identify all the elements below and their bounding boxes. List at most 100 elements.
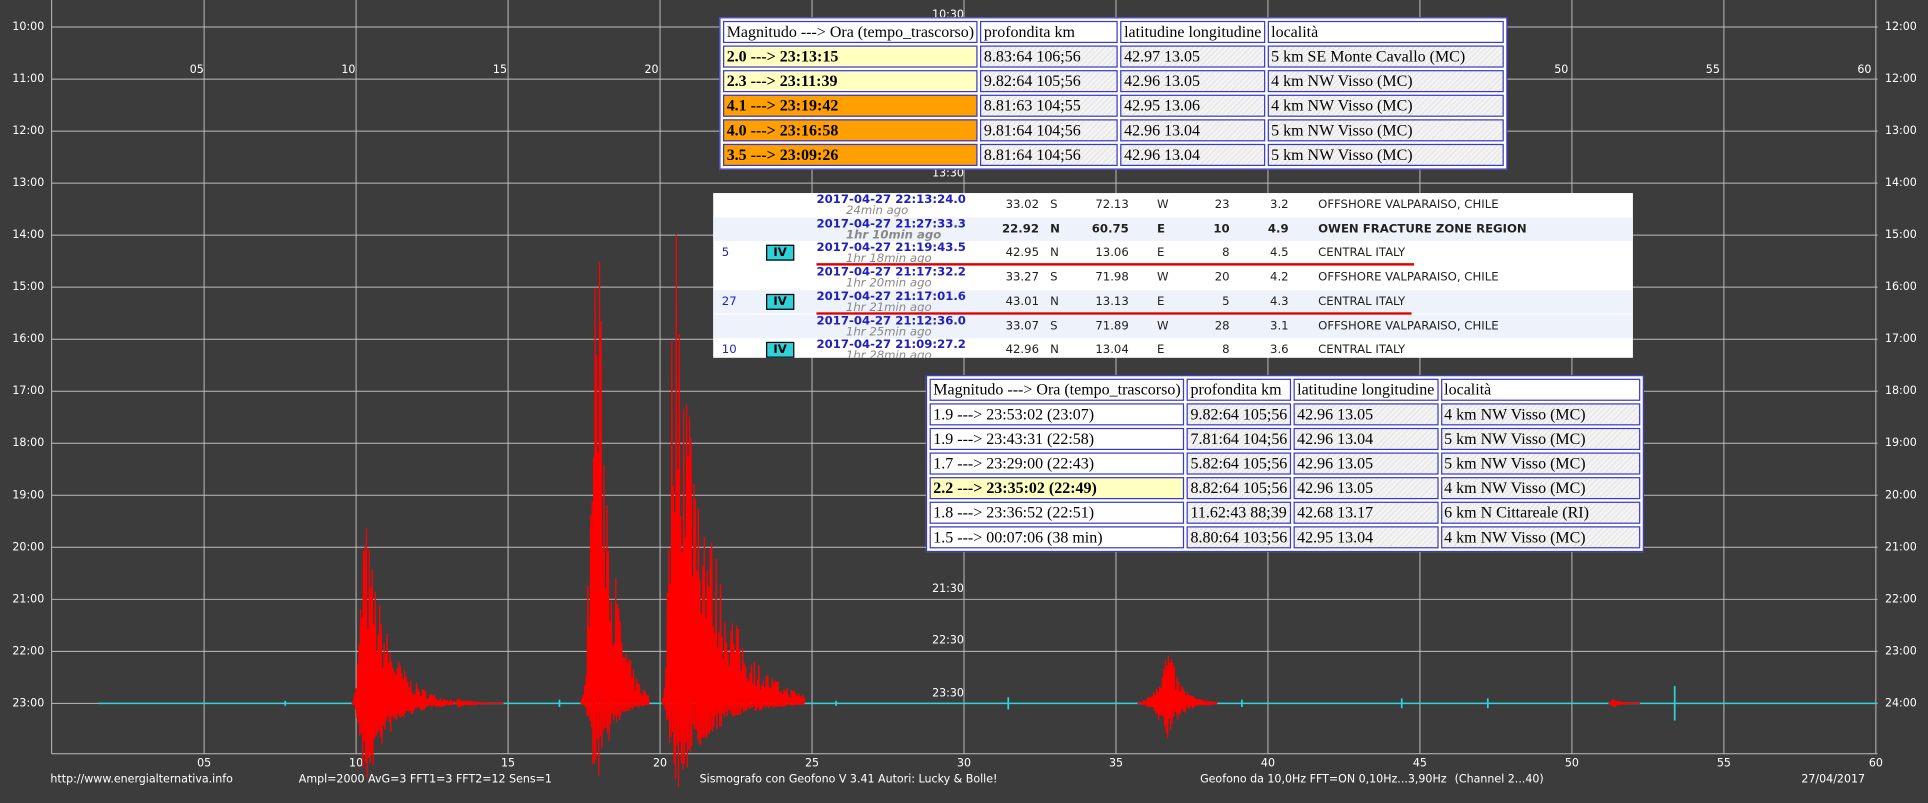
- table-row: 1.7 ---> 23:29:00 (22:43) 5.82:64 105;56 4…: [929, 452, 1640, 475]
- table-row: 4.0 ---> 23:16:58 9.81:64 104;56 42.96 13.…: [723, 119, 1504, 142]
- footer-text: (Channel 2...40): [1455, 773, 1544, 786]
- x-top-label: 60: [1857, 63, 1871, 76]
- quake-lon-dir: W: [1157, 270, 1169, 285]
- x-bottom-label: 10: [349, 757, 363, 770]
- table-row: 1.9 ---> 23:43:31 (22:58) 7.81:64 104;56 4…: [929, 427, 1640, 451]
- y-left-label: 20:00: [12, 540, 44, 553]
- minute-label: 21:30: [932, 582, 964, 595]
- quake-datetime: 2017-04-27 21:19:43.5: [816, 241, 966, 256]
- quake-lon: 71.98: [1095, 270, 1129, 285]
- quake-row: 5 IV 2017-04-27 21:19:43.5 1hr 18min ago 42.…: [713, 241, 1633, 266]
- quake-lon: 71.89: [1095, 319, 1129, 333]
- y-left-label: 15:00: [12, 280, 44, 293]
- table-row: 1.8 ---> 23:36:52 (22:51) 11.62:43 88;39 4…: [929, 501, 1640, 524]
- x-top-label: 55: [1706, 63, 1720, 76]
- table-cell: 8.80:64 103;56: [1186, 526, 1292, 549]
- header-cell: profondita km: [980, 20, 1118, 44]
- table-cell: 8.81:64 104;56: [980, 143, 1118, 166]
- y-right-label: 21:00: [1885, 540, 1917, 553]
- quake-felt: 10: [721, 343, 737, 357]
- table-cell: 9.82:64 105;56: [1186, 403, 1292, 426]
- table-cell: 3.5 ---> 23:09:26: [723, 143, 978, 166]
- table-cell: 2.2 ---> 23:35:02 (22:49): [929, 477, 1185, 500]
- quake-lon-dir: E: [1157, 343, 1165, 357]
- x-bottom-label: 15: [501, 757, 515, 770]
- y-right-label: 23:00: [1885, 644, 1917, 657]
- table-cell: 2.0 ---> 23:13:15: [723, 45, 978, 68]
- table-row: 1.5 ---> 00:07:06 (38 min) 8.80:64 103;56…: [929, 526, 1640, 549]
- table-cell: 8.83:64 106;56: [980, 45, 1118, 68]
- y-right-label: 18:00: [1885, 384, 1917, 397]
- quake-list: 2017-04-27 22:13:24.0 24min ago 33.02 S 72.1…: [713, 193, 1633, 358]
- table-cell: 1.7 ---> 23:29:00 (22:43): [929, 452, 1185, 475]
- quake-mag: 4.9: [1267, 222, 1289, 236]
- quake-depth: 23: [1214, 197, 1230, 212]
- y-left-label: 19:00: [12, 488, 44, 501]
- quake-depth: 20: [1214, 270, 1230, 285]
- table-cell: 42.96 13.05: [1293, 477, 1439, 500]
- table-cell: 42.96 13.05: [1120, 70, 1265, 93]
- quake-datetime: 2017-04-27 21:27:33.3: [816, 217, 966, 231]
- trace-burst: [454, 698, 504, 708]
- x-bottom-label: 05: [197, 757, 211, 770]
- x-bottom-label: 40: [1261, 757, 1275, 770]
- trace-burst: [580, 261, 650, 776]
- table-cell: 4 km NW Visso (MC): [1267, 94, 1504, 117]
- quake-lon-dir: E: [1157, 222, 1166, 236]
- x-bottom-label: 20: [653, 757, 667, 770]
- y-right-label: 24:00: [1885, 696, 1917, 709]
- quake-mag: 3.2: [1270, 197, 1289, 212]
- table-header: Magnitudo ---> Ora (tempo_trascorso) prof…: [929, 378, 1640, 401]
- quake-region: OFFSHORE VALPARAISO, CHILE: [1318, 319, 1499, 333]
- quake-region: OFFSHORE VALPARAISO, CHILE: [1318, 270, 1499, 285]
- y-right-label: 16:00: [1885, 280, 1917, 293]
- quake-ago: 1hr 28min ago: [845, 349, 932, 358]
- y-right-label: 14:00: [1885, 176, 1917, 189]
- y-right-label: 13:00: [1885, 124, 1917, 137]
- table-cell: 5 km NW Visso (MC): [1440, 427, 1640, 451]
- quake-lon: 13.06: [1095, 246, 1129, 260]
- quake-lon: 13.04: [1095, 343, 1129, 357]
- quake-datetime: 2017-04-27 21:12:36.0: [816, 314, 966, 328]
- y-right-label: 20:00: [1885, 488, 1917, 501]
- quake-row: 2017-04-27 21:27:33.3 1hr 10min ago 22.92 N…: [713, 217, 1633, 242]
- y-left-label: 13:00: [12, 176, 44, 189]
- table-cell: 42.95 13.04: [1293, 526, 1439, 549]
- table-cell: 8.82:64 105;56: [1186, 477, 1292, 500]
- x-bottom-label: 35: [1109, 757, 1123, 770]
- quake-lon-dir: W: [1157, 319, 1169, 333]
- table-cell: 2.3 ---> 23:11:39: [723, 70, 978, 93]
- y-right-label: 12:00: [1885, 72, 1917, 85]
- quake-mag: 4.3: [1270, 294, 1289, 309]
- header-cell: Magnitudo ---> Ora (tempo_trascorso): [723, 20, 978, 44]
- x-top-label: 15: [493, 63, 507, 76]
- quake-row: 2017-04-27 21:12:36.0 1hr 25min ago 33.07 S…: [713, 314, 1633, 339]
- table-cell: 4 km NW Visso (MC): [1267, 70, 1504, 93]
- quake-lat: 42.95: [1005, 246, 1040, 260]
- quake-datetime: 2017-04-27 21:09:27.2: [816, 338, 966, 352]
- y-left-label: 11:00: [12, 72, 44, 85]
- header-cell: latitudine longitudine: [1293, 378, 1439, 401]
- quake-depth: 10: [1213, 222, 1230, 236]
- quake-region: OWEN FRACTURE ZONE REGION: [1318, 222, 1527, 236]
- red-underline: [816, 312, 1412, 315]
- quake-ago: 1hr 21min ago: [845, 301, 932, 315]
- header-cell: profondita km: [1186, 378, 1292, 401]
- quake-lon-dir: W: [1157, 197, 1169, 212]
- quake-ago: 1hr 25min ago: [845, 325, 932, 339]
- quake-lat-dir: N: [1050, 246, 1059, 260]
- quake-datetime: 2017-04-27 21:17:32.2: [816, 265, 966, 280]
- y-left-label: 17:00: [12, 384, 44, 397]
- y-right-label: 17:00: [1885, 332, 1917, 345]
- quake-lat: 43.01: [1005, 294, 1040, 309]
- header-cell: latitudine longitudine: [1120, 20, 1265, 44]
- table-cell: 4 km NW Visso (MC): [1440, 526, 1640, 549]
- trace-burst: [1137, 655, 1218, 739]
- x-bottom-label: 45: [1413, 757, 1427, 770]
- quake-intensity: IV: [766, 342, 795, 358]
- trace-burst: [1608, 699, 1641, 708]
- x-top-label: 10: [341, 63, 355, 76]
- table-cell: 9.81:64 104;56: [980, 119, 1118, 142]
- red-underline: [816, 263, 1415, 267]
